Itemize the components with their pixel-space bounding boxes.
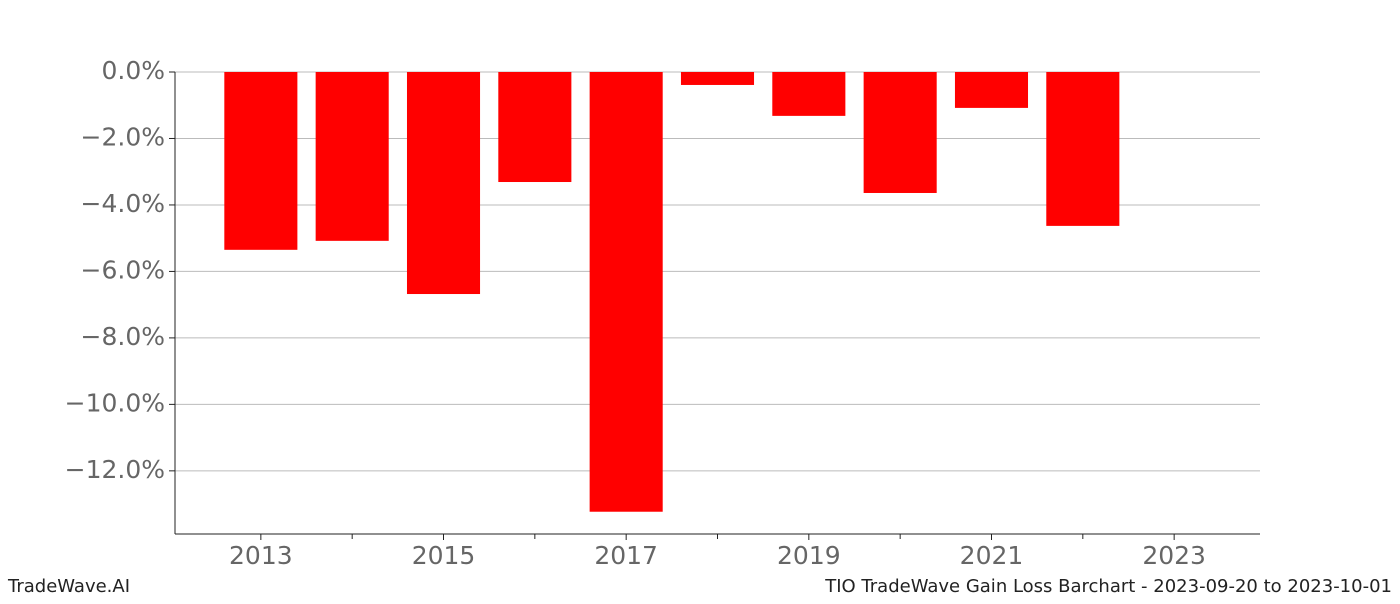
x-tick-label: 2015 [412,541,476,570]
x-tick-label: 2023 [1142,541,1206,570]
x-tick-label: 2021 [960,541,1024,570]
y-tick-label: 0.0% [101,56,165,85]
bar [498,72,572,183]
bar [680,72,755,85]
bar [406,72,481,295]
y-tick-label: −10.0% [65,388,165,417]
bar [772,72,846,116]
y-tick-label: −4.0% [81,189,165,218]
bar [315,72,389,241]
x-tick-label: 2017 [594,541,658,570]
bar [863,72,937,193]
x-tick-label: 2013 [229,541,293,570]
bar [1046,72,1120,226]
bar [589,72,663,512]
y-tick-label: −8.0% [81,322,165,351]
bar [954,72,1029,108]
watermark: TradeWave.AI [7,576,130,597]
footer-title: TIO TradeWave Gain Loss Barchart - 2023-… [824,576,1392,597]
x-tick-label: 2019 [777,541,841,570]
y-tick-label: −6.0% [81,255,165,284]
y-tick-label: −2.0% [81,122,165,151]
bar [224,72,298,250]
y-tick-label: −12.0% [65,455,165,484]
